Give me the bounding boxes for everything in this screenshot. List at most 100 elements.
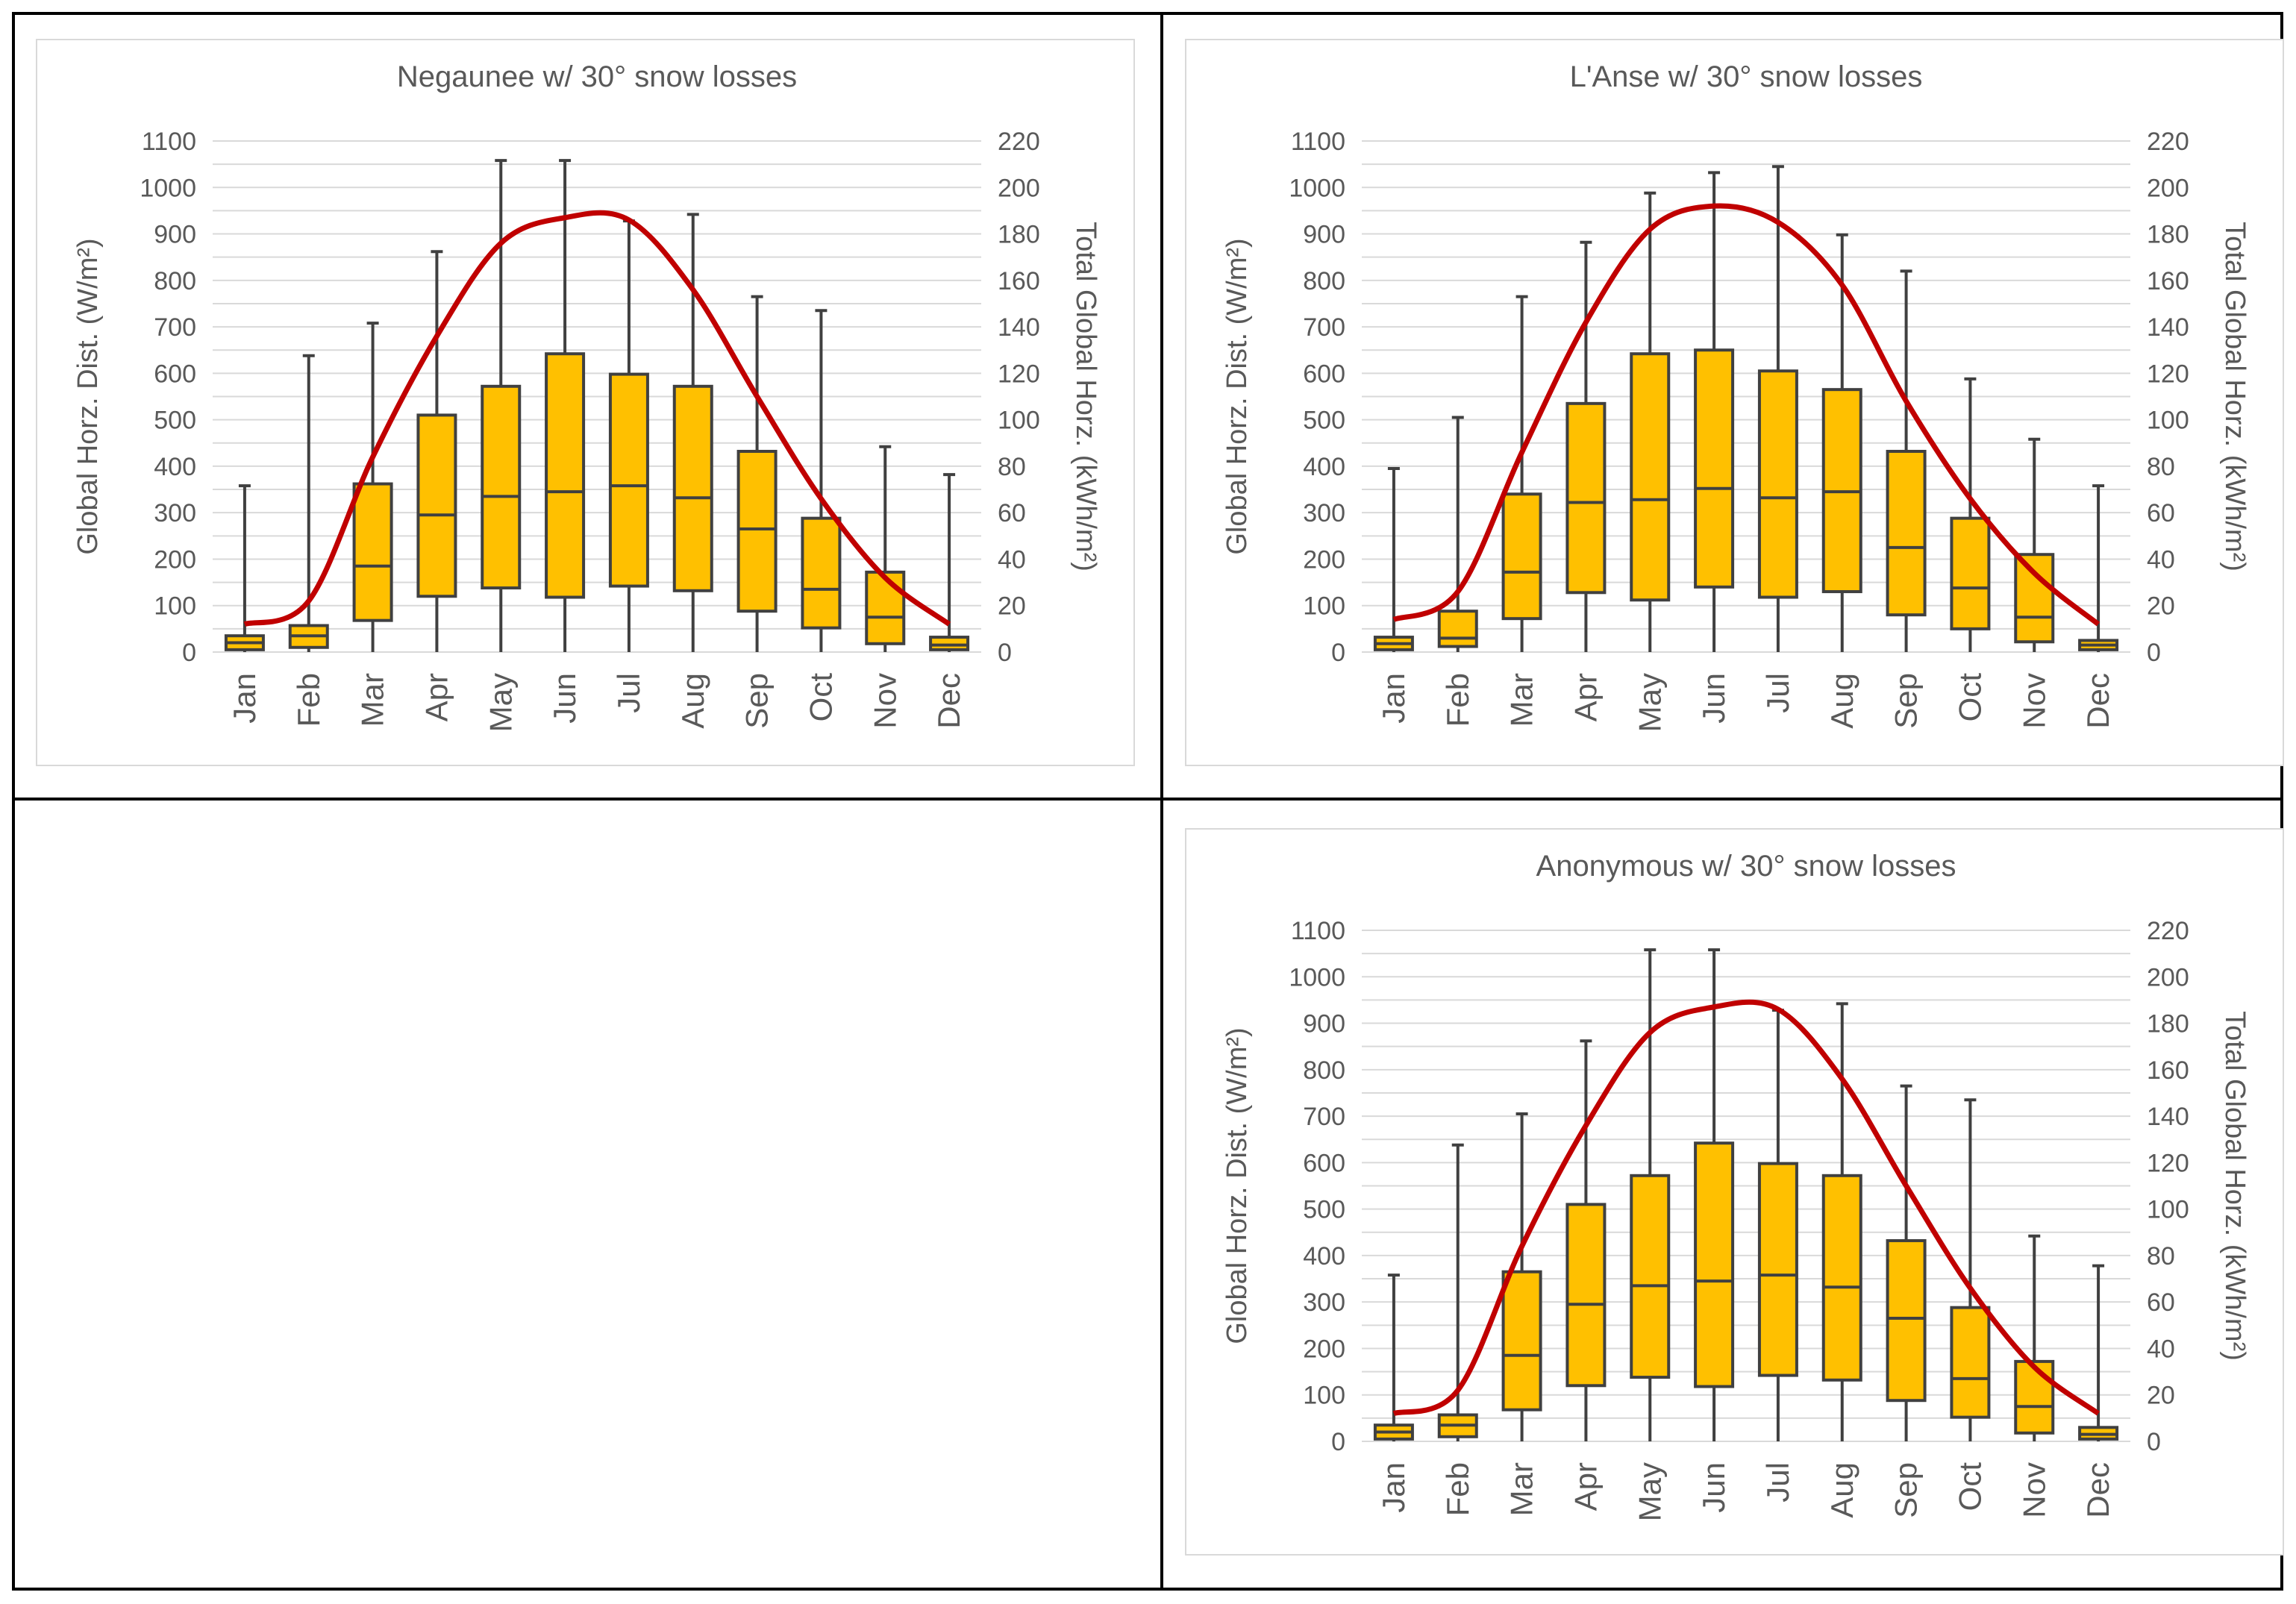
gridlines <box>213 140 981 653</box>
box-may <box>1630 948 1671 1441</box>
box-iqr <box>608 372 649 588</box>
x-tick-label: Sep <box>739 673 775 729</box>
box-series <box>1373 165 2119 652</box>
line-total-global-horz <box>1392 203 2101 627</box>
x-tick-label: May <box>483 673 518 732</box>
box-feb <box>1437 1143 1478 1441</box>
chart-lanse: L'Anse w/ 30° snow losses 0 100 200 300 400 50… <box>1185 39 2284 766</box>
line-total-global-horz <box>1392 999 2101 1417</box>
box-iqr <box>1757 369 1798 599</box>
box-jun <box>1694 171 1735 652</box>
y-tick-left: 300 <box>154 499 196 527</box>
x-tick-label: Nov <box>2016 673 2051 729</box>
x-tick-label: Apr <box>419 673 454 721</box>
box-iqr <box>1694 1141 1735 1388</box>
y-tick-right: 60 <box>998 499 1026 527</box>
y-tick-right: 200 <box>998 174 1040 202</box>
y-tick-right: 100 <box>998 407 1040 435</box>
y-tick-right: 20 <box>998 592 1026 621</box>
y-tick-left: 500 <box>154 407 196 435</box>
x-tick-label: Dec <box>2080 1462 2115 1518</box>
box-iqr <box>1886 1238 1927 1403</box>
y-axis-right-label: Total Global Horz. (kWh/m²) <box>2219 222 2250 571</box>
y-tick-left: 600 <box>1303 360 1345 388</box>
x-tick-label: Nov <box>867 673 902 729</box>
y-tick-left: 1100 <box>1291 128 1345 156</box>
gridlines <box>1362 930 2130 1442</box>
chart-title: Anonymous w/ 30° snow losses <box>1536 850 1956 883</box>
box-sep <box>1886 1084 1927 1441</box>
box-iqr <box>481 384 522 590</box>
x-tick-label: Oct <box>1952 673 1987 722</box>
y-tick-left: 200 <box>154 545 196 574</box>
y-tick-left: 700 <box>1303 1103 1345 1131</box>
x-tick-label: Nov <box>2016 1462 2051 1518</box>
x-tick-label: Mar <box>1504 1462 1539 1516</box>
box-iqr <box>865 570 906 645</box>
y-tick-left: 1000 <box>1289 963 1345 991</box>
x-tick-label: Feb <box>1440 1462 1475 1516</box>
box-dec <box>2078 484 2119 652</box>
x-tick-label: Aug <box>1824 1462 1859 1518</box>
box-aug <box>672 213 713 652</box>
x-tick-label: Sep <box>1889 673 1924 729</box>
y-tick-left: 800 <box>1303 1056 1345 1085</box>
box-iqr <box>1565 1203 1607 1388</box>
y-tick-right: 160 <box>2147 267 2189 295</box>
box-jul <box>1757 165 1798 652</box>
y-tick-right: 40 <box>2147 1335 2175 1363</box>
x-tick-label: Jan <box>1376 673 1411 724</box>
x-axis-labels: Jan Feb Mar Apr May Jun Jul Aug Sep Oct Nov Dec <box>1376 673 2115 733</box>
x-tick-label: May <box>1632 673 1667 732</box>
x-tick-label: Mar <box>1504 673 1539 727</box>
y-tick-right: 20 <box>2147 592 2175 621</box>
y-tick-left: 800 <box>1303 267 1345 295</box>
box-iqr <box>672 384 713 592</box>
box-jun <box>545 159 586 652</box>
box-iqr <box>1630 1174 1671 1379</box>
x-tick-label: Jul <box>1760 673 1795 713</box>
gridlines <box>1362 140 2130 653</box>
y-tick-right: 60 <box>2147 499 2175 527</box>
y-axis-right-label: Total Global Horz. (kWh/m²) <box>1070 222 1101 571</box>
box-iqr <box>352 482 393 622</box>
box-iqr <box>416 413 457 598</box>
y-axis-right-ticks: 0 20 40 60 80 100 120 140 160 180 200 220 <box>2147 128 2189 667</box>
box-series <box>224 159 970 652</box>
y-tick-right: 0 <box>2147 639 2161 667</box>
x-tick-label: Dec <box>931 673 966 729</box>
box-iqr <box>1437 610 1478 648</box>
y-tick-left: 400 <box>1303 1242 1345 1271</box>
x-tick-label: Jan <box>1376 1462 1411 1513</box>
box-iqr <box>545 352 586 599</box>
y-tick-right: 0 <box>2147 1428 2161 1456</box>
y-tick-left: 100 <box>1303 1382 1345 1410</box>
y-tick-left: 100 <box>154 592 196 621</box>
box-iqr <box>2014 1359 2055 1435</box>
y-tick-right: 180 <box>998 221 1040 249</box>
x-axis-labels: Jan Feb Mar Apr May Jun Jul Aug Sep Oct Nov Dec <box>1376 1462 2115 1522</box>
x-tick-label: Jun <box>1696 673 1731 724</box>
box-iqr <box>1821 1174 1862 1382</box>
x-tick-label: Sep <box>1889 1462 1924 1518</box>
x-tick-label: Jul <box>611 673 646 713</box>
box-aug <box>1821 1002 1862 1441</box>
y-tick-right: 60 <box>2147 1288 2175 1317</box>
x-tick-label: Jun <box>1696 1462 1731 1513</box>
y-axis-left-ticks: 0 100 200 300 400 500 600 700 800 900 1000 1100 <box>1289 128 1345 667</box>
box-feb <box>288 354 329 652</box>
x-axis-labels: Jan Feb Mar Apr May Jun Jul Aug Sep Oct Nov Dec <box>227 673 966 733</box>
empty-cell <box>15 802 1134 1570</box>
box-jul <box>608 219 649 652</box>
box-iqr <box>801 516 842 630</box>
y-tick-right: 220 <box>998 128 1040 156</box>
y-axis-right-ticks: 0 20 40 60 80 100 120 140 160 180 200 220 <box>998 128 1040 667</box>
y-axis-left-label: Global Horz. Dist. (W/m²) <box>1221 1027 1253 1344</box>
x-tick-label: Jun <box>547 673 582 724</box>
x-tick-label: Apr <box>1568 673 1603 721</box>
y-tick-right: 120 <box>2147 1149 2189 1177</box>
y-tick-right: 80 <box>2147 453 2175 481</box>
box-jan <box>224 484 265 652</box>
chart-title: Negaunee w/ 30° snow losses <box>397 60 797 93</box>
box-jan <box>1373 467 1414 652</box>
